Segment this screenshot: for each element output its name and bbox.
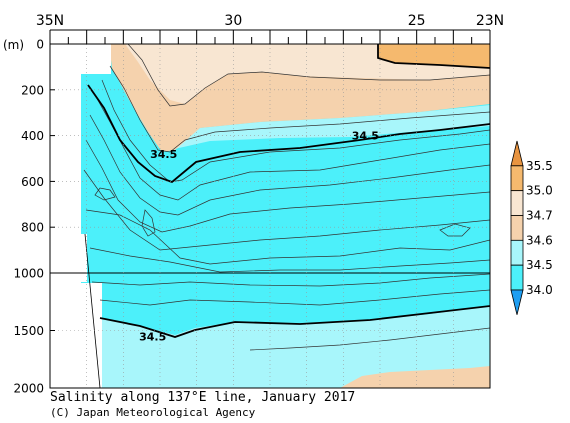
thick-contours [87, 44, 490, 338]
thin-contours [83, 44, 490, 351]
contour-label: 34.5 [352, 130, 379, 143]
station-track [84, 233, 101, 389]
legend-swatch-low [510, 289, 524, 315]
missing-data-mid [81, 234, 87, 282]
legend-label: 34.0 [526, 283, 553, 297]
contour-labels: 34.5 34.5 34.5 [139, 130, 379, 344]
legend-label: 35.0 [526, 184, 553, 198]
missing-data-lower [81, 283, 102, 388]
y-tick-label: 800 [21, 221, 44, 235]
band-upper-pale [170, 105, 490, 150]
legend-swatch [510, 140, 524, 167]
station-ticks [49, 29, 491, 44]
salinity-field [81, 44, 490, 388]
x-tick-label: 35N [36, 13, 64, 29]
x-tick-label: 25 [408, 13, 426, 29]
contour-35-5 [377, 44, 490, 69]
band-bottom-orange [340, 366, 490, 388]
band-35-0-35-5 [378, 44, 490, 68]
missing-data-upper [81, 44, 111, 74]
credit-text: (C) Japan Meteorological Agency [50, 406, 256, 419]
chart-title: Salinity along 137°E line, January 2017 [50, 390, 355, 405]
x-tick-label: 30 [224, 13, 242, 29]
legend-label: 35.5 [526, 159, 553, 173]
y-tick-label: 600 [21, 175, 44, 189]
contour-label: 34.5 [150, 148, 177, 161]
legend-label: 34.6 [526, 233, 553, 247]
legend-label: 34.5 [526, 258, 553, 272]
legend-swatch [510, 215, 524, 241]
y-tick-label: 200 [21, 83, 44, 97]
y-tick-label: 2000 [13, 382, 44, 396]
legend-label: 34.7 [526, 209, 553, 223]
y-tick-label: 1000 [13, 267, 44, 281]
legend-swatch [510, 264, 524, 291]
contour-label: 34.5 [139, 330, 166, 343]
legend-swatch [510, 190, 524, 216]
legend-swatch [510, 165, 524, 192]
band-deep-pale [81, 306, 490, 388]
x-tick-label: 23N [476, 13, 504, 29]
contour-34-5-upper [87, 84, 490, 184]
y-tick-label: 400 [21, 129, 44, 143]
contour-34-5-deep [99, 305, 490, 338]
legend-colorbar: 35.5 35.0 34.7 34.6 34.5 34.0 [510, 140, 553, 315]
grid [50, 44, 490, 388]
y-unit-label: (m) [3, 38, 24, 52]
y-axis-labels: 0 200 400 600 800 1000 1500 2000 [13, 38, 55, 396]
y-tick-label: 1500 [13, 324, 44, 338]
y-tick-label: 0 [36, 38, 44, 52]
x-axis-labels: 35N 30 25 23N [36, 13, 504, 29]
legend-swatch [510, 239, 524, 266]
